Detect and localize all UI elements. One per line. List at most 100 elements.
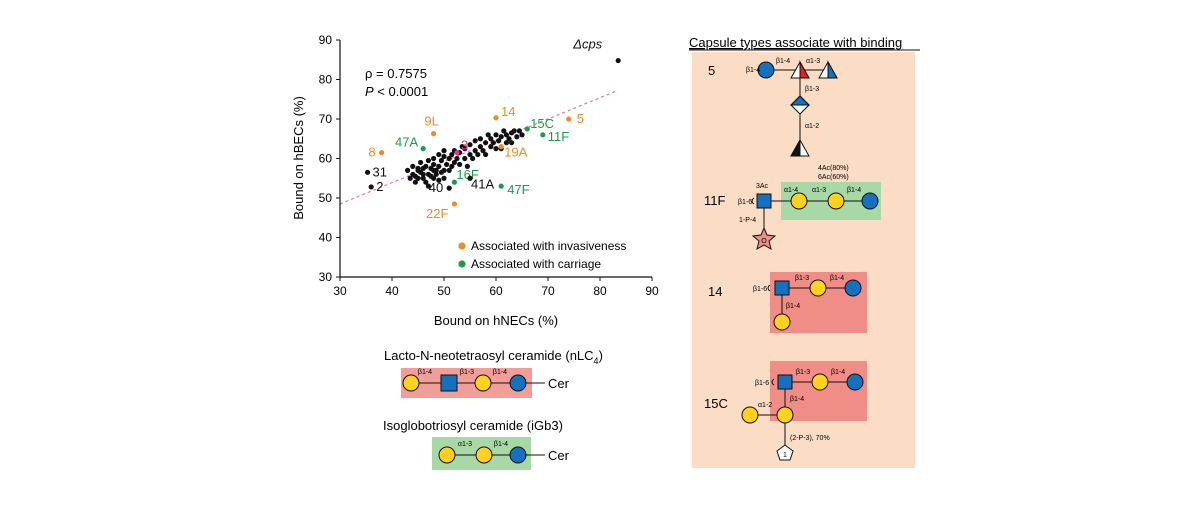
- data-point: [454, 155, 460, 162]
- data-point: [444, 161, 450, 168]
- points-layer: [405, 128, 525, 189]
- data-point: [488, 136, 494, 142]
- x-tick-label: 50: [437, 284, 451, 298]
- data-point: [433, 171, 439, 177]
- s11f-linkage-arc: [751, 197, 755, 205]
- s15c-link-3: β1-4: [831, 369, 845, 376]
- nlc4-title: Lacto-N-neotetraosyl ceramide (nLC4): [384, 348, 603, 366]
- data-point: [431, 155, 437, 162]
- s11f-gal-2-icon: [827, 192, 845, 210]
- nlc4-glc: [509, 374, 527, 392]
- y-tick-label: 30: [319, 270, 333, 284]
- stat-p-value: < 0.0001: [374, 84, 429, 99]
- x-tick-label: 40: [385, 284, 399, 298]
- nlc4-subscript: 4: [594, 356, 599, 366]
- s5-glc-icon: [757, 61, 775, 79]
- point-label: Δcps: [572, 37, 602, 52]
- data-point: [501, 128, 507, 134]
- s11f-link-5: β1-4: [847, 187, 861, 194]
- s11f-note-1: 4Ac(80%): [818, 165, 849, 172]
- data-point: [420, 175, 426, 181]
- s15c-note: (2-P-3), 70%: [790, 435, 830, 442]
- s14-link-4: β1-4: [786, 303, 800, 310]
- data-point: [410, 163, 416, 169]
- s5-glcua-icon: [789, 95, 811, 115]
- data-point: [425, 157, 431, 164]
- data-point: [519, 132, 525, 138]
- data-point: [516, 128, 523, 134]
- nlc4-glcnac: [440, 374, 458, 392]
- x-ticks: 30 40 50 60 70 80 90: [333, 277, 659, 298]
- labeled-point: [364, 169, 371, 175]
- data-point: [514, 134, 520, 140]
- labeled-point: [524, 126, 530, 132]
- nlc4-cer: Cer: [548, 376, 570, 391]
- s5-pnec-icon: [818, 60, 838, 79]
- s11f-note-2: 6Ac(60%): [818, 174, 849, 181]
- data-point: [415, 167, 421, 173]
- igb3-section: Isoglobotriosyl ceramide (iGb3) α1-3 β1-…: [383, 418, 570, 470]
- nlc4-link-2: β1-3: [460, 369, 474, 376]
- point-label: 2: [376, 179, 383, 194]
- igb3-cer: Cer: [548, 448, 570, 463]
- data-point: [483, 151, 489, 158]
- point-label: 11F: [548, 129, 569, 144]
- data-point: [407, 175, 413, 181]
- s15c-link-5: β1-4: [790, 396, 804, 403]
- s15c-glcnac-icon: [777, 374, 793, 390]
- point-label: 14: [501, 104, 515, 119]
- data-point: [462, 146, 468, 152]
- s14-gal-1-icon: [809, 279, 827, 297]
- point-label: 22F: [426, 206, 448, 221]
- s11f-glc-icon: [861, 192, 879, 210]
- s11f-link-3: α1-4: [784, 187, 798, 194]
- structure-11f-label: 11F: [704, 193, 725, 208]
- data-point: [431, 175, 437, 181]
- s14-glc-icon: [844, 279, 862, 297]
- data-point: [477, 144, 483, 150]
- data-point: [441, 153, 447, 160]
- x-tick-label: 30: [333, 284, 347, 298]
- data-point: [464, 163, 470, 169]
- igb3-glc: [509, 446, 527, 464]
- data-point: [431, 167, 437, 173]
- data-point: [441, 175, 447, 181]
- data-point: [449, 163, 455, 169]
- s15c-link-4: α1-2: [758, 402, 772, 409]
- y-axis-label: Bound on hBECs (%): [291, 96, 306, 220]
- s14-glcnac-icon: [774, 280, 790, 296]
- data-point: [506, 136, 512, 142]
- s14-linkage-arc: [767, 284, 771, 292]
- igb3-title: Isoglobotriosyl ceramide (iGb3): [383, 418, 563, 433]
- data-point: [441, 167, 447, 173]
- y-ticks: 30 40 50 60 70 80 90: [319, 33, 340, 284]
- data-point: [483, 140, 489, 146]
- point-label: 40: [429, 180, 443, 195]
- legend-carriage-label: Associated with carriage: [471, 257, 601, 271]
- data-point: [446, 167, 452, 173]
- legend-carriage-marker: [458, 260, 466, 268]
- point-label: 16F: [456, 167, 478, 182]
- data-point: [462, 155, 468, 162]
- labeled-point: [540, 132, 546, 138]
- s14-link-3: β1-4: [830, 275, 844, 282]
- data-point: [503, 132, 509, 138]
- s11f-glcnac-icon: [756, 193, 772, 209]
- y-tick-label: 70: [319, 112, 333, 126]
- data-point: [425, 183, 431, 189]
- labeled-point: [446, 185, 452, 191]
- x-tick-label: 90: [645, 284, 659, 298]
- s11f-star-letter: O: [761, 238, 767, 245]
- structure-5: 5 β1-4 β1-4 α1-3 β1-: [708, 58, 838, 157]
- data-point: [475, 151, 481, 158]
- x-tick-label: 70: [541, 284, 555, 298]
- x-axis-label: Bound on hNECs (%): [434, 313, 558, 328]
- labeled-point: [368, 184, 374, 190]
- data-point: [477, 136, 483, 142]
- s5-link-2: β1-4: [776, 58, 790, 65]
- labeled-point: [493, 115, 499, 121]
- s14-link-2: β1-3: [795, 275, 809, 282]
- data-point: [498, 134, 504, 140]
